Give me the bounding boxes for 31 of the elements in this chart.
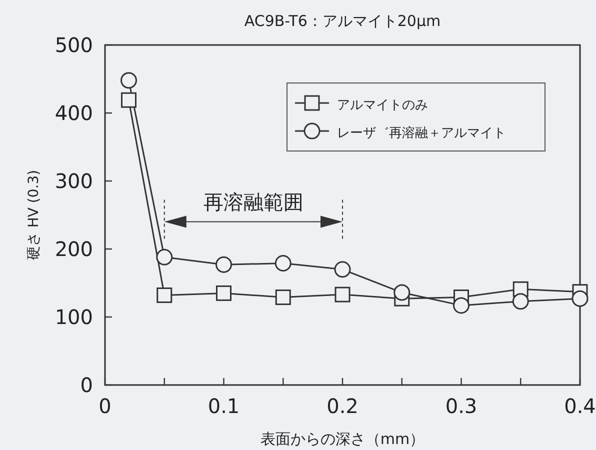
annotation: 再溶融範囲 xyxy=(203,190,304,214)
x-tick-label: 0.3 xyxy=(445,394,478,418)
point xyxy=(121,92,136,108)
point xyxy=(572,290,588,307)
point xyxy=(334,261,351,278)
legend-label: アルマイトのみ xyxy=(337,98,428,113)
y-tick-label: 400 xyxy=(54,101,93,125)
legend-label: レーザ゛再溶融＋アルマイト xyxy=(337,125,506,141)
y-tick-label: 300 xyxy=(54,169,93,193)
point xyxy=(274,255,292,272)
point xyxy=(156,287,172,303)
x-tick-label: 0.1 xyxy=(208,394,240,418)
x-axis-title: 表面からの深さ（mm） xyxy=(260,430,425,448)
x-tick-label: 0.2 xyxy=(326,394,358,418)
chart-title: AC9B-T6：アルマイト20μm xyxy=(244,12,441,30)
point xyxy=(275,290,291,306)
point xyxy=(334,286,350,302)
y-tick-label: 0 xyxy=(80,373,93,397)
point xyxy=(156,248,173,266)
point xyxy=(512,293,529,310)
y-tick-label: 100 xyxy=(54,305,93,329)
y-tick-label: 200 xyxy=(54,237,93,261)
x-tick-label: 0 xyxy=(98,394,112,418)
y-axis-title: 硬さ HV (0.3) xyxy=(26,170,42,260)
point xyxy=(394,284,410,301)
point xyxy=(216,285,232,301)
point xyxy=(453,297,470,314)
point xyxy=(216,256,232,273)
x-tick-label: 0.4 xyxy=(564,394,596,418)
point xyxy=(120,72,137,89)
y-tick-label: 500 xyxy=(54,33,93,57)
